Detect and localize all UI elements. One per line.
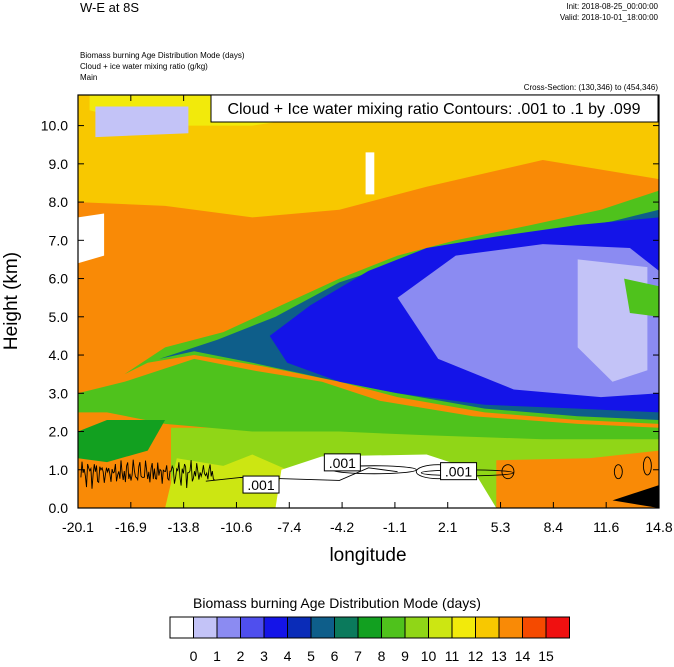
cloud-contour-line <box>205 467 398 482</box>
field-label-biomass: Biomass burning Age Distribution Mode (d… <box>80 51 245 60</box>
valid-time: Valid: 2018-10-01_18:00:00 <box>559 13 658 22</box>
contour-label: .001 <box>247 477 274 493</box>
heatmap-band <box>365 152 375 195</box>
y-tick-label: 8.0 <box>49 194 69 210</box>
contour-info-box <box>210 94 659 123</box>
y-tick-label: 5.0 <box>49 309 69 325</box>
heatmap-field <box>78 95 659 508</box>
contour-label: .001 <box>445 464 472 480</box>
x-tick-label: -1.1 <box>383 519 407 535</box>
y-tick-label: 2.0 <box>49 424 69 440</box>
colorbar-swatch <box>240 616 265 639</box>
x-tick-label: -10.6 <box>220 519 252 535</box>
colorbar-label: 7 <box>354 648 362 664</box>
colorbar-swatch <box>310 616 335 639</box>
cloud-contour-line <box>501 464 515 480</box>
x-tick-label: -16.9 <box>115 519 147 535</box>
field-label-cloud: Cloud + ice water mixing ratio (g/kg) <box>80 62 208 71</box>
x-axis-title: longitude <box>329 545 406 566</box>
heatmap-band <box>78 213 105 264</box>
y-tick-label: 1.0 <box>49 462 69 478</box>
y-tick-label: 3.0 <box>49 385 69 401</box>
field-label-main: Main <box>80 73 98 82</box>
x-tick-label: -4.2 <box>330 519 354 535</box>
colorbar-label: 9 <box>401 648 409 664</box>
colorbar-label: 12 <box>468 648 484 664</box>
x-tick-label: 5.3 <box>491 519 511 535</box>
colorbar-swatch <box>381 616 406 639</box>
colorbar-title: Biomass burning Age Distribution Mode (d… <box>193 595 481 611</box>
colorbar-label: 15 <box>538 648 554 664</box>
colorbar-label: 1 <box>213 648 221 664</box>
colorbar-swatch <box>216 616 241 639</box>
x-tick-label: -13.8 <box>168 519 200 535</box>
heatmap-band <box>78 420 166 463</box>
y-axis: 0.0 1.0 2.0 3.0 4.0 5.0 6.0 7.0 8.0 9.0 10.0 <box>41 118 659 516</box>
colorbar-swatch <box>451 616 476 639</box>
x-tick-label: 2.1 <box>438 519 458 535</box>
y-tick-label: 9.0 <box>49 156 69 172</box>
cloud-contour-line <box>80 459 215 489</box>
x-axis: -20.1 -16.9 -13.8 -10.6 -7.4 -4.2 -1.1 2.1 5.3 8.… <box>62 95 673 535</box>
colorbar-swatch <box>263 616 288 639</box>
cloud-contour-line <box>642 456 652 476</box>
y-axis-title: Height (km) <box>1 252 22 350</box>
colorbar-label: 11 <box>445 648 460 664</box>
colorbar-label: 10 <box>421 648 437 664</box>
colorbar-swatch <box>334 616 359 639</box>
x-tick-label: 11.6 <box>593 519 619 535</box>
contour-label: .001 <box>329 455 356 471</box>
colorbar-label: 2 <box>237 648 245 664</box>
y-tick-label: 7.0 <box>49 232 69 248</box>
contour-label-box <box>440 462 478 481</box>
colorbar-label: 8 <box>378 648 386 664</box>
colorbar-label: 3 <box>260 648 268 664</box>
contour-info-text: Cloud + Ice water mixing ratio Contours:… <box>227 101 640 118</box>
colorbar-label: 6 <box>331 648 339 664</box>
x-tick-label: 8.4 <box>544 519 564 535</box>
y-tick-label: 4.0 <box>49 347 69 363</box>
heatmap-band <box>612 485 659 508</box>
y-tick-label: 0.0 <box>49 500 69 516</box>
colorbar-label: 0 <box>190 648 198 664</box>
y-tick-label: 6.0 <box>49 271 69 287</box>
contour-label-box <box>242 475 280 494</box>
colorbar-swatch <box>287 616 312 639</box>
x-tick-label: -20.1 <box>62 519 94 535</box>
colorbar-swatch <box>522 616 547 639</box>
heatmap-band <box>78 358 659 440</box>
colorbar-swatch <box>498 616 523 639</box>
colorbar-label: 5 <box>307 648 315 664</box>
colorbar-swatch <box>193 616 218 639</box>
contour-label-box <box>323 453 361 472</box>
plot-title: W-E at 8S <box>80 0 140 15</box>
y-tick-label: 10.0 <box>41 118 68 134</box>
heatmap-band <box>624 278 659 317</box>
colorbar-swatch <box>475 616 500 639</box>
colorbar-label: 14 <box>515 648 531 664</box>
colorbar-swatch <box>404 616 429 639</box>
contour-labels: .001 .001 .001 <box>242 453 478 494</box>
heatmap-band <box>95 106 189 138</box>
colorbar-swatch <box>428 616 453 639</box>
x-tick-label: 14.8 <box>645 519 672 535</box>
colorbar-swatch <box>545 616 570 639</box>
init-time: Init: 2018-08-25_00:00:00 <box>566 2 658 11</box>
colorbar-label: 4 <box>284 648 292 664</box>
colorbar-swatch <box>169 616 194 639</box>
heatmap-band <box>165 454 288 508</box>
cross-section-label: Cross-Section: (130,346) to (454,346) <box>523 83 658 92</box>
colorbar-label: 13 <box>491 648 507 664</box>
colorbar-swatch <box>357 616 382 639</box>
cloud-contour-line <box>613 464 623 480</box>
colorbar: 0 1 2 3 4 5 6 7 8 9 10 11 12 13 14 15 <box>169 616 570 664</box>
x-tick-label: -7.4 <box>277 519 301 535</box>
